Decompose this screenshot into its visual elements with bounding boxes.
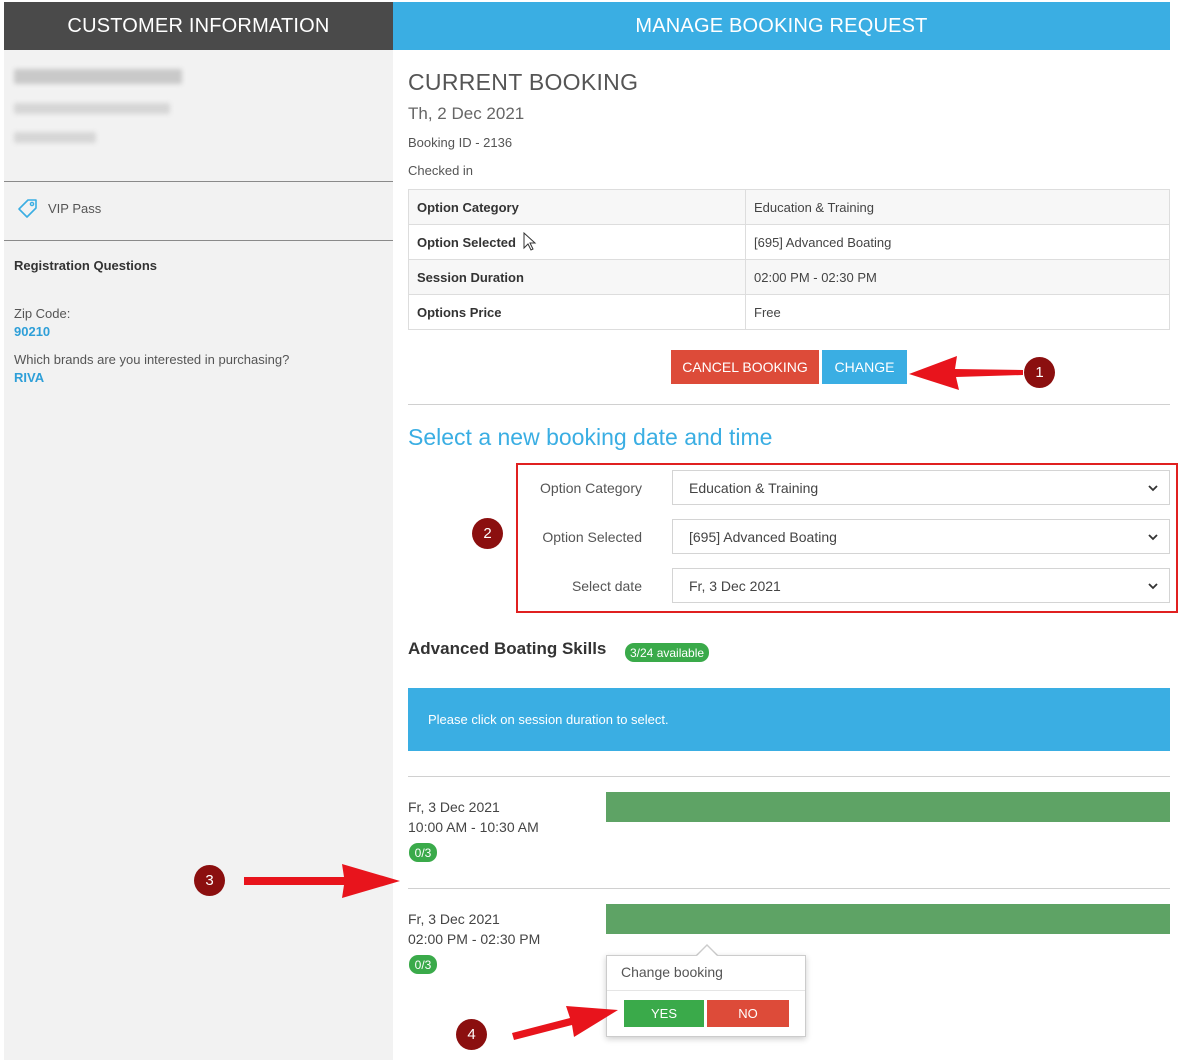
- annotation-number: 3: [194, 865, 225, 896]
- session-time: 02:00 PM - 02:30 PM: [408, 931, 541, 947]
- availability-badge: 3/24 available: [625, 643, 710, 662]
- section-divider: [408, 776, 1170, 777]
- session-date: Fr, 3 Dec 2021: [408, 911, 500, 927]
- annotation-arrow-icon: [512, 1006, 618, 1040]
- table-value: [695] Advanced Boating: [745, 224, 1170, 260]
- table-value: Education & Training: [745, 189, 1170, 225]
- customer-info-panel: VIP Pass Registration Questions Zip Code…: [4, 50, 393, 1060]
- annotation-number: 2: [472, 518, 503, 549]
- popover-title: Change booking: [621, 964, 723, 980]
- question-answer: RIVA: [14, 370, 45, 385]
- change-button[interactable]: CHANGE: [822, 350, 907, 384]
- table-row: Option Selected [695] Advanced Boating: [408, 224, 1170, 260]
- select-date-value: Fr, 3 Dec 2021: [689, 577, 781, 594]
- cancel-booking-button[interactable]: CANCEL BOOKING: [671, 350, 819, 384]
- table-value: 02:00 PM - 02:30 PM: [745, 259, 1170, 295]
- option-category-select[interactable]: Education & Training: [672, 470, 1170, 505]
- change-booking-popover: Change booking YES NO: [606, 955, 806, 1037]
- table-key: Options Price: [408, 294, 746, 330]
- left-divider: [4, 181, 393, 182]
- current-booking-table: Option Category Education & Training Opt…: [408, 189, 1170, 330]
- chevron-down-icon: [1148, 485, 1158, 492]
- question-label: Which brands are you interested in purch…: [14, 352, 290, 367]
- session-duration-bar[interactable]: [606, 904, 1170, 934]
- vip-pass: VIP Pass: [16, 196, 101, 220]
- session-title: Advanced Boating Skills: [408, 639, 607, 658]
- annotation-arrow-icon: [909, 356, 1023, 390]
- table-key: Option Selected: [408, 224, 746, 260]
- table-key: Session Duration: [408, 259, 746, 295]
- section-divider: [408, 888, 1170, 889]
- table-value: Free: [745, 294, 1170, 330]
- table-key: Option Category: [408, 189, 746, 225]
- registration-title: Registration Questions: [14, 258, 158, 273]
- option-selected-value: [695] Advanced Boating: [689, 528, 837, 545]
- customer-name-redacted: [14, 69, 182, 84]
- session-count-badge: 0/3: [409, 843, 437, 862]
- question-answer: 90210: [14, 324, 51, 339]
- table-row: Options Price Free: [408, 294, 1170, 330]
- session-date: Fr, 3 Dec 2021: [408, 799, 500, 815]
- tag-icon: [18, 199, 37, 218]
- session-count-badge: 0/3: [409, 955, 437, 974]
- annotation-number: 1: [1024, 357, 1055, 388]
- session-hint-banner: Please click on session duration to sele…: [408, 688, 1170, 751]
- current-booking-title: CURRENT BOOKING: [408, 69, 639, 95]
- select-date-label: Select date: [571, 578, 642, 594]
- booking-id: Booking ID - 2136: [408, 135, 513, 150]
- current-booking-date: Th, 2 Dec 2021: [408, 104, 525, 123]
- option-selected-select[interactable]: [695] Advanced Boating: [672, 519, 1170, 554]
- chevron-down-icon: [1148, 583, 1158, 590]
- section-divider: [408, 404, 1170, 405]
- manage-booking-header: MANAGE BOOKING REQUEST: [393, 2, 1170, 50]
- left-divider: [4, 240, 393, 241]
- mouse-cursor-icon: [523, 232, 537, 251]
- table-row: Session Duration 02:00 PM - 02:30 PM: [408, 259, 1170, 295]
- option-category-value: Education & Training: [689, 479, 819, 496]
- vip-pass-label: VIP Pass: [48, 200, 102, 216]
- question-label: Zip Code:: [14, 306, 71, 321]
- customer-email-redacted: [14, 103, 170, 114]
- select-date-select[interactable]: Fr, 3 Dec 2021: [672, 568, 1170, 603]
- table-row: Option Category Education & Training: [408, 189, 1170, 225]
- annotation-highlight-box: [516, 463, 1178, 613]
- booking-status: Checked in: [408, 163, 474, 178]
- customer-info-header: CUSTOMER INFORMATION: [4, 2, 393, 50]
- no-button[interactable]: NO: [707, 1000, 789, 1027]
- option-selected-label: Option Selected: [542, 529, 642, 545]
- session-duration-bar[interactable]: [606, 792, 1170, 822]
- popover-arrow-inner: [697, 946, 717, 956]
- annotation-arrow-icon: [244, 864, 400, 898]
- popover-divider: [607, 990, 805, 991]
- chevron-down-icon: [1148, 534, 1158, 541]
- option-category-label: Option Category: [540, 480, 642, 496]
- customer-phone-redacted: [14, 132, 96, 143]
- yes-button[interactable]: YES: [624, 1000, 704, 1027]
- select-booking-title: Select a new booking date and time: [408, 424, 773, 450]
- annotation-number: 4: [456, 1019, 487, 1050]
- session-time: 10:00 AM - 10:30 AM: [408, 819, 539, 835]
